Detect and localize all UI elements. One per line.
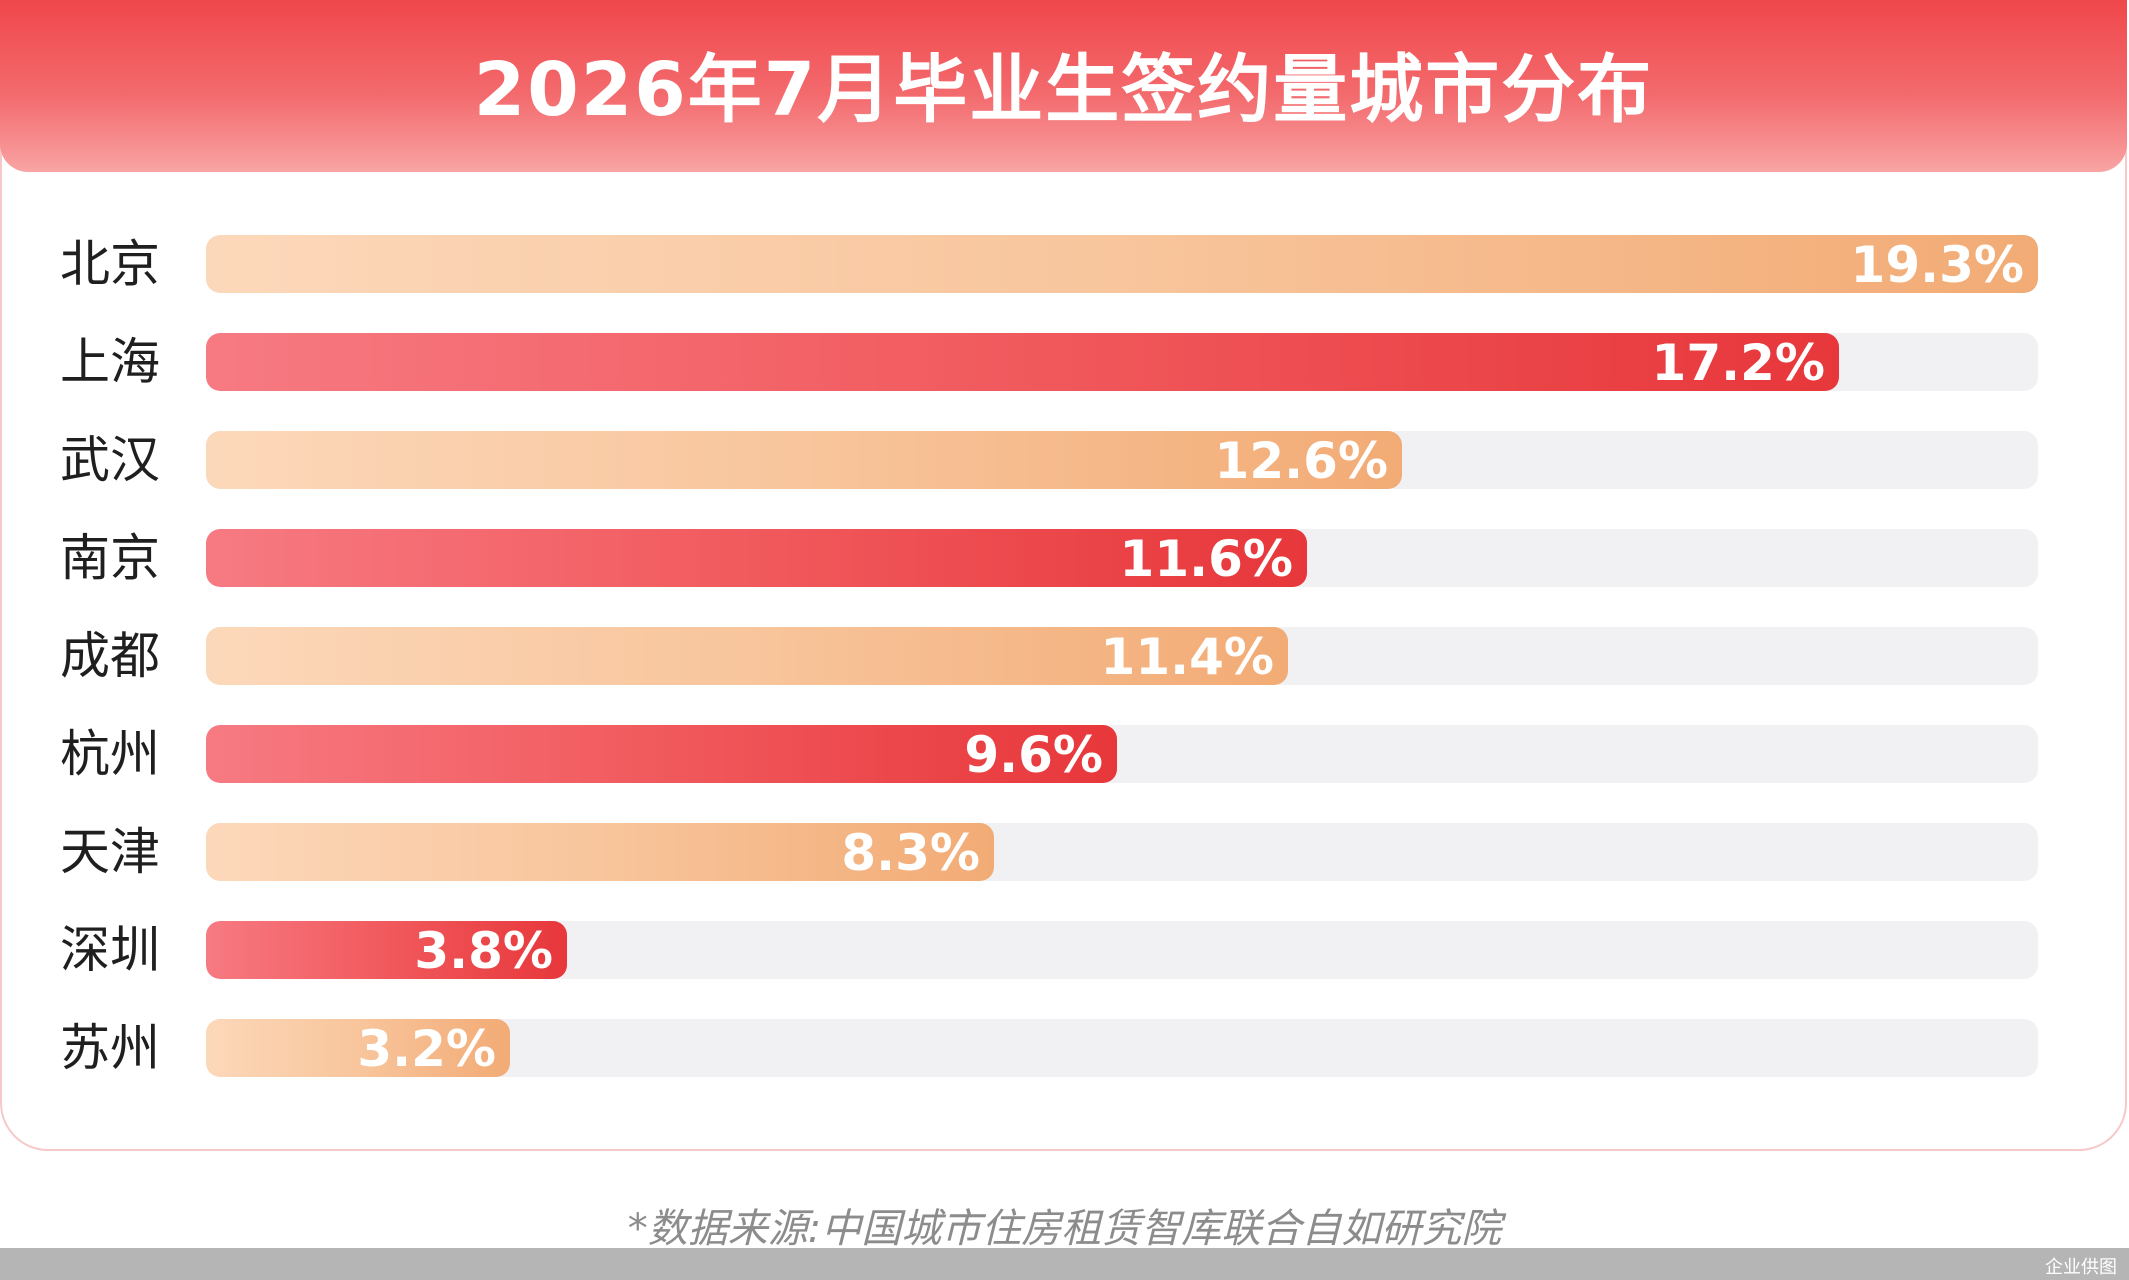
bar-value-label: 19.3% — [1850, 236, 2024, 293]
city-label: 苏州 — [60, 1019, 160, 1077]
bar-track: 19.3% — [206, 235, 2038, 293]
city-label: 上海 — [60, 333, 160, 391]
bar — [206, 1019, 510, 1077]
chart-title: 2026年7月毕业生签约量城市分布 — [473, 46, 1654, 133]
city-label: 武汉 — [60, 431, 160, 489]
city-label: 深圳 — [60, 921, 160, 979]
bar-value-label: 17.2% — [1651, 334, 1825, 391]
bar — [206, 921, 567, 979]
bar-track: 11.6% — [206, 529, 2038, 587]
city-label: 北京 — [60, 235, 160, 293]
bar-track: 9.6% — [206, 725, 2038, 783]
bar-value-label: 11.4% — [1100, 628, 1274, 685]
bar — [206, 725, 1117, 783]
bar-track: 17.2% — [206, 333, 2038, 391]
bar — [206, 823, 994, 881]
bar-track: 12.6% — [206, 431, 2038, 489]
bar-track: 11.4% — [206, 627, 2038, 685]
city-label: 杭州 — [60, 725, 160, 783]
bar — [206, 333, 1839, 391]
watermark: 企业供图 — [2045, 1257, 2117, 1278]
bottom-strip — [0, 1248, 2129, 1280]
city-label: 南京 — [60, 529, 160, 587]
bar-value-label: 11.6% — [1119, 530, 1293, 587]
bar-value-label: 12.6% — [1214, 432, 1388, 489]
city-label: 成都 — [60, 627, 160, 685]
bar-track: 3.2% — [206, 1019, 2038, 1077]
bar — [206, 529, 1307, 587]
bar-value-label: 3.2% — [357, 1020, 496, 1077]
bar-value-label: 3.8% — [414, 922, 553, 979]
bar — [206, 235, 2038, 293]
bar-track: 8.3% — [206, 823, 2038, 881]
data-source-note: *数据来源:中国城市住房租赁智库联合自如研究院 — [627, 1206, 1502, 1252]
chart-header: 2026年7月毕业生签约量城市分布 — [0, 0, 2127, 172]
bar-track: 3.8% — [206, 921, 2038, 979]
bar-value-label: 8.3% — [841, 824, 980, 881]
bar-value-label: 9.6% — [964, 726, 1103, 783]
city-label: 天津 — [60, 823, 160, 881]
bar — [206, 431, 1402, 489]
bar — [206, 627, 1288, 685]
